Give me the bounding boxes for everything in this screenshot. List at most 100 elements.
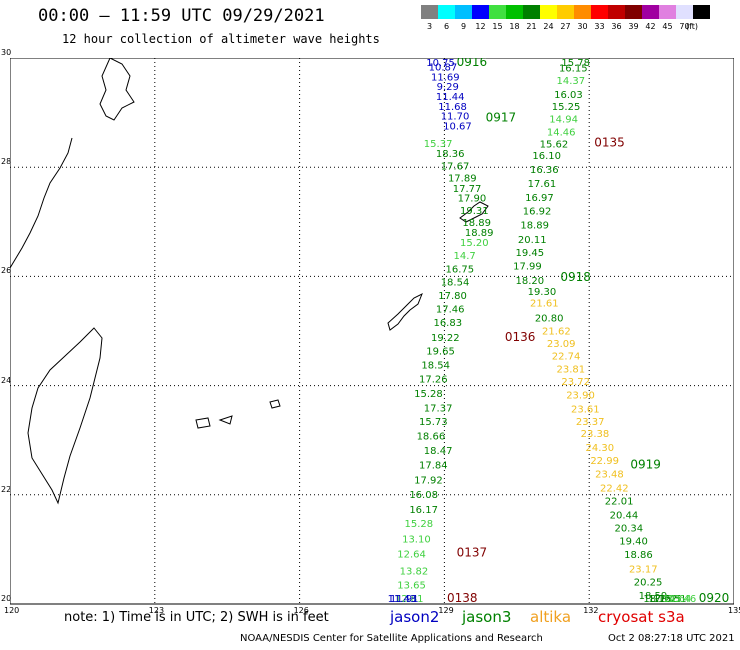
pass-time-label: 0920	[699, 591, 730, 605]
wave-height-value: 18.20	[516, 276, 545, 287]
wave-height-value: 18.47	[424, 446, 453, 457]
wave-height-value: 15.73	[419, 417, 448, 428]
longitude-tick-label: 120	[4, 606, 20, 615]
legend-swatch	[608, 5, 625, 19]
legend-unit: (ft)	[686, 22, 699, 31]
wave-height-value: 23.48	[595, 469, 624, 480]
wave-height-value: 14.7	[454, 251, 476, 262]
wave-height-value: 23.09	[547, 339, 576, 350]
legend-swatch	[540, 5, 557, 19]
wave-height-value: 10.67	[443, 122, 472, 133]
latitude-tick-label: 22	[1, 484, 12, 494]
wave-height-value: 17.92	[414, 475, 443, 486]
satellite-key-item: jason3	[462, 608, 512, 626]
wave-height-value: 15.78	[561, 58, 590, 69]
legend-label: 39	[628, 22, 639, 31]
wave-height-value: 18.15	[643, 594, 672, 605]
wave-height-value: 14.64	[663, 594, 692, 605]
pass-time-labels: 0916 0917 0135 0918 0136 0919 0137 0138 0920	[447, 58, 729, 605]
wave-height-value: 16.08	[409, 490, 438, 501]
wave-height-value: 22.99	[590, 456, 619, 467]
wave-height-value: 23.81	[557, 364, 586, 375]
wave-height-value: 18.54	[421, 361, 450, 372]
wave-height-value: 13.46	[668, 594, 697, 605]
wave-height-value: 18.54	[441, 278, 470, 289]
legend-label: 9	[460, 22, 467, 31]
legend-label: 18	[509, 22, 520, 31]
map-title: 00:00 – 11:59 UTC 09/29/2021	[38, 6, 325, 26]
wave-height-value: 11.44	[436, 92, 465, 103]
wave-height-value: 20.34	[614, 523, 643, 534]
wave-height-value: 17.61	[528, 179, 557, 190]
wave-height-value: 17.99	[513, 261, 542, 272]
wave-height-value: 18.89	[462, 218, 491, 229]
wave-height-value: 18.89	[520, 220, 549, 231]
legend-swatch	[659, 5, 676, 19]
wave-height-value: 18.66	[417, 432, 446, 443]
wave-height-value: 11.70	[441, 112, 470, 123]
latitude-tick-label: 24	[1, 375, 12, 385]
coastlines	[10, 58, 489, 505]
wave-height-value: 17.26	[419, 374, 448, 385]
legend-swatch	[506, 5, 523, 19]
wave-height-value: 17.77	[453, 184, 482, 195]
wave-height-value: 17.46	[436, 304, 465, 315]
wave-height-value: 17.37	[424, 403, 453, 414]
longitude-tick-label: 123	[148, 606, 165, 615]
pass-time-label: 0919	[630, 458, 661, 472]
wave-height-value: 17.67	[441, 161, 470, 172]
wave-height-value: 17.22	[648, 594, 677, 605]
legend-swatch	[421, 5, 438, 19]
wave-height-value: 16.17	[409, 505, 438, 516]
wave-height-value: 21.61	[530, 298, 559, 309]
footnote: note: 1) Time is in UTC; 2) SWH is in fe…	[64, 610, 329, 625]
wave-height-value: 22.42	[600, 484, 629, 495]
wave-height-value: 16.36	[530, 165, 559, 176]
legend-swatch	[523, 5, 540, 19]
legend-label: 12	[475, 22, 486, 31]
wave-height-value: 18.59	[639, 591, 668, 602]
legend-label: 42	[645, 22, 656, 31]
wave-height-value: 16.75	[446, 265, 475, 276]
satellite-key-item: jason2	[390, 608, 440, 626]
longitude-tick-label: 135	[728, 606, 740, 615]
wave-height-value: 15.20	[460, 238, 489, 249]
wave-height-value: 17.84	[419, 461, 448, 472]
wave-height-value: 24.30	[585, 443, 614, 454]
wave-height-value: 19.31	[460, 206, 489, 217]
wave-height-value: 11.69	[431, 72, 460, 83]
map-frame	[10, 58, 734, 605]
wave-height-value: 18.36	[436, 149, 465, 160]
wave-height-value: 22.01	[605, 497, 634, 508]
china-coastline	[10, 137, 73, 269]
miyako-island	[269, 399, 281, 409]
wave-height-value: 17.89	[448, 173, 477, 184]
wave-height-value: 22.74	[552, 351, 581, 362]
wave-height-value: 12.64	[397, 550, 426, 561]
wave-height-value: 13.65	[397, 581, 426, 592]
legend-label: 3	[426, 22, 433, 31]
legend-swatch	[472, 5, 489, 19]
generation-timestamp: Oct 2 08:27:18 UTC 2021	[608, 633, 735, 644]
wave-height-value: 11.68	[438, 102, 467, 113]
legend-swatch	[676, 5, 693, 19]
graticule	[10, 58, 734, 604]
wave-height-value: 9.29	[437, 82, 459, 93]
sakishima-island-2	[218, 415, 233, 425]
legend-label: 45	[662, 22, 673, 31]
wave-height-value: 18.86	[624, 550, 653, 561]
wave-height-value: 15.28	[414, 389, 443, 400]
sakishima-island-1	[195, 417, 211, 429]
wave-height-value: 20.44	[610, 510, 639, 521]
wave-height-value: 15.25	[552, 102, 581, 113]
taiwan-coastline	[27, 327, 103, 505]
credit-line: NOAA/NESDIS Center for Satellite Applica…	[240, 633, 543, 644]
legend-label: 30	[577, 22, 588, 31]
latitude-tick-label: 28	[1, 157, 12, 167]
wave-height-value: 15.62	[540, 140, 569, 151]
wave-height-value: 14.46	[547, 128, 576, 139]
legend-label: 21	[526, 22, 537, 31]
pass-time-label: 0917	[486, 110, 517, 124]
